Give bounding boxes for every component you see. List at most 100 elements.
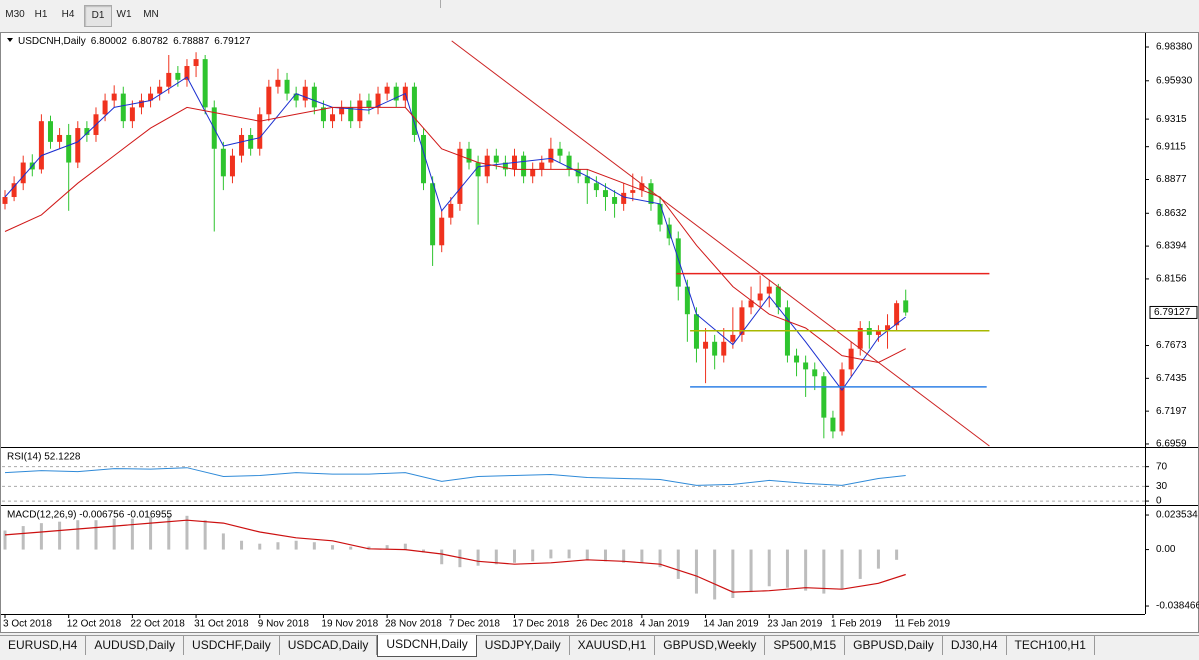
candle-body xyxy=(548,148,554,163)
candle-body xyxy=(812,369,818,377)
candle-body xyxy=(675,238,681,287)
candle-body xyxy=(657,203,663,225)
candle-body xyxy=(493,155,499,163)
candle-body xyxy=(885,325,891,331)
candle-body xyxy=(630,190,636,193)
macd-bar xyxy=(203,520,207,550)
symbol-tab[interactable]: SP500,M15 xyxy=(765,636,846,655)
macd-bar xyxy=(331,545,335,550)
macd-bar xyxy=(622,549,626,563)
candle-body xyxy=(703,341,709,349)
candle-body xyxy=(857,328,863,349)
candle-body xyxy=(384,86,390,94)
symbol-tab[interactable]: USDJPY,Daily xyxy=(477,636,570,655)
timeframe-button[interactable]: H1 xyxy=(34,9,48,20)
ohlc-value: 6.78887 xyxy=(173,36,210,47)
y-tick-label: 6.95930 xyxy=(1156,75,1193,86)
rsi-line xyxy=(4,467,906,486)
y-tick-label: 6.7673 xyxy=(1156,340,1187,351)
macd-bar xyxy=(804,549,808,591)
x-tick-label: 19 Nov 2018 xyxy=(321,619,378,630)
candle-body xyxy=(639,183,645,191)
candle-body xyxy=(129,107,135,122)
macd-bar xyxy=(167,515,171,550)
symbol-title: USDCNH,Daily xyxy=(18,36,86,47)
candle-body xyxy=(748,300,754,308)
y-tick-label: 6.6959 xyxy=(1156,439,1187,450)
x-tick-label: 7 Dec 2018 xyxy=(449,619,501,630)
timeframe-button[interactable]: MN xyxy=(143,9,159,20)
symbol-tab[interactable]: EURUSD,H4 xyxy=(0,636,87,655)
y-tick-label: 6.98380 xyxy=(1156,42,1193,53)
trendline xyxy=(451,40,990,447)
macd-bar xyxy=(422,549,426,553)
chart-header: USDCNH,Daily 6.80002 6.80782 6.78887 6.79127 xyxy=(18,36,251,47)
candle-body xyxy=(530,169,536,177)
macd-bar xyxy=(312,542,316,550)
x-tick-label: 11 Feb 2019 xyxy=(895,619,951,630)
candle-body xyxy=(839,369,845,432)
macd-bar xyxy=(840,549,844,590)
y-tick-label: -0.038466 xyxy=(1156,601,1199,612)
macd-bar xyxy=(458,549,462,568)
macd-bar xyxy=(731,549,735,599)
candle-body xyxy=(430,183,436,246)
macd-bar xyxy=(39,523,43,550)
candle-body xyxy=(712,341,718,356)
candle-body xyxy=(66,134,72,163)
macd-bar xyxy=(767,549,771,587)
timeframe-button[interactable]: M30 xyxy=(5,9,25,20)
ohlc-value: 6.79127 xyxy=(214,36,251,47)
y-tick-label: 0.00 xyxy=(1156,544,1176,555)
candle-body xyxy=(757,293,763,301)
macd-bar xyxy=(185,515,189,550)
timeframe-button[interactable]: H4 xyxy=(61,9,75,20)
symbol-tab[interactable]: GBPUSD,Daily xyxy=(845,636,943,655)
candle-body xyxy=(593,183,599,191)
macd-bar xyxy=(3,530,7,550)
symbol-tab[interactable]: TECH100,H1 xyxy=(1007,636,1095,655)
symbol-tab[interactable]: USDCNH,Daily xyxy=(377,635,477,657)
macd-bar xyxy=(367,546,371,550)
macd-bar xyxy=(440,549,444,565)
macd-bar xyxy=(603,549,607,562)
candle-body xyxy=(466,148,472,163)
candle-body xyxy=(284,79,290,94)
symbol-tab[interactable]: USDCHF,Daily xyxy=(184,636,280,655)
candle-body xyxy=(411,86,417,135)
x-tick-label: 14 Jan 2019 xyxy=(704,619,759,630)
timeframe-toolbar: M30 H1 H4 D1 W1 MN xyxy=(0,0,1199,31)
candle-body xyxy=(448,203,454,218)
symbol-tab[interactable]: AUDUSD,Daily xyxy=(86,636,185,655)
y-tick-label: 6.7197 xyxy=(1156,406,1187,417)
macd-bar xyxy=(512,549,516,563)
chart-frame xyxy=(0,32,1199,633)
y-tick-label: 6.8632 xyxy=(1156,208,1187,219)
price-tag xyxy=(1149,305,1198,319)
macd-bar xyxy=(476,549,480,566)
x-tick-label: 28 Nov 2018 xyxy=(385,619,442,630)
symbol-tab[interactable]: XAUUSD,H1 xyxy=(570,636,656,655)
symbol-tab[interactable]: USDCAD,Daily xyxy=(280,636,378,655)
macd-bar xyxy=(858,549,862,579)
indicator-title: RSI(14) 52.1228 xyxy=(7,452,81,463)
x-tick-label: 4 Jan 2019 xyxy=(640,619,690,630)
timeframe-button[interactable]: W1 xyxy=(116,9,132,20)
macd-bar xyxy=(21,526,25,550)
plot-area xyxy=(3,515,906,600)
candle-body xyxy=(84,128,90,135)
candle-body xyxy=(148,93,154,101)
timeframe-button[interactable]: D1 xyxy=(84,5,112,27)
symbol-tab[interactable]: GBPUSD,Weekly xyxy=(655,636,766,655)
symbol-tab[interactable]: DJ30,H4 xyxy=(943,636,1007,655)
y-tick-label: 30 xyxy=(1156,481,1168,492)
candle-body xyxy=(803,362,809,370)
candle-body xyxy=(557,148,563,156)
candle-body xyxy=(229,155,235,177)
indicator-title: MACD(12,26,9) -0.006756 -0.016955 xyxy=(7,510,173,521)
macd-bar xyxy=(58,521,62,550)
x-tick-label: 26 Dec 2018 xyxy=(576,619,633,630)
chart: 6.98380 6.95930 6.9315 6.9115 6.8877 6.8632 6.… xyxy=(0,32,1199,633)
candle-body xyxy=(903,300,909,313)
x-tick-label: 22 Oct 2018 xyxy=(130,619,185,630)
